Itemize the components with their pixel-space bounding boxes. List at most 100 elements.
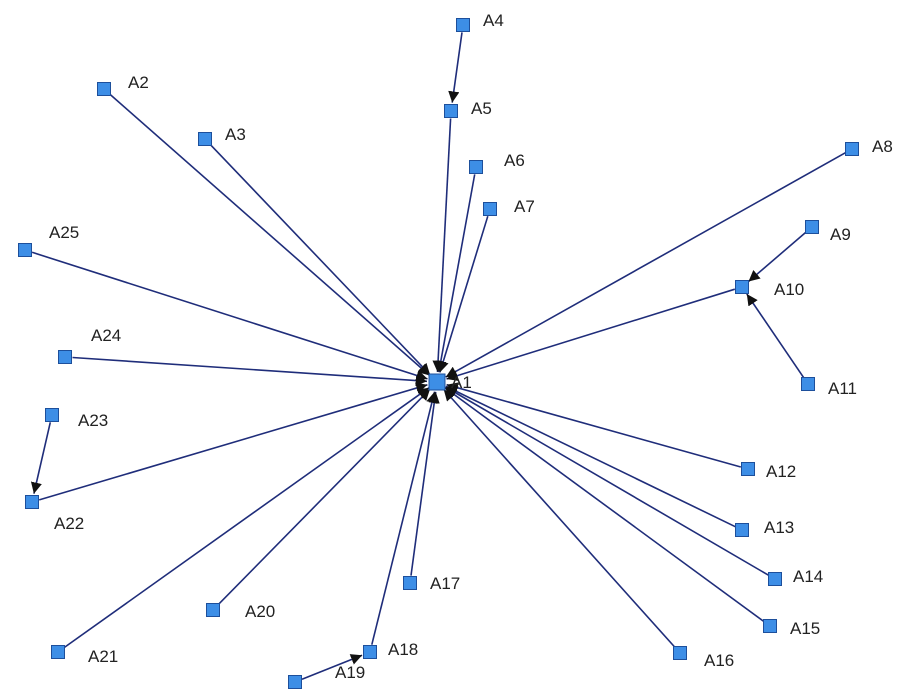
square-node-icon[interactable] [673, 646, 687, 660]
square-node-icon[interactable] [403, 576, 417, 590]
node-a25[interactable]: A25 [18, 223, 80, 257]
node-label-a13: A13 [764, 518, 794, 537]
square-node-icon[interactable] [801, 377, 815, 391]
node-a15[interactable]: A15 [763, 619, 821, 638]
edge-a16-to-a1 [443, 388, 676, 648]
node-a9[interactable]: A9 [805, 220, 851, 245]
edge-a4-to-a5 [448, 32, 463, 103]
node-a12[interactable]: A12 [741, 462, 797, 481]
node-a18[interactable]: A18 [363, 640, 419, 659]
square-node-icon[interactable] [58, 350, 72, 364]
node-label-a5: A5 [471, 99, 492, 118]
edge-a10-to-a1 [446, 288, 736, 382]
node-a6[interactable]: A6 [469, 151, 525, 174]
edge-a24-to-a1 [72, 356, 428, 387]
node-a20[interactable]: A20 [206, 602, 276, 621]
node-a11[interactable]: A11 [801, 377, 858, 399]
edge-a14-to-a1 [445, 386, 769, 576]
node-a22[interactable]: A22 [25, 495, 85, 534]
edge-a19-to-a18 [301, 654, 363, 680]
node-a4[interactable]: A4 [456, 11, 504, 32]
edge-a3-to-a1 [209, 143, 431, 376]
square-node-icon[interactable] [18, 243, 32, 257]
square-node-icon[interactable] [735, 523, 749, 537]
node-label-a6: A6 [504, 151, 525, 170]
edge-a7-to-a1 [437, 215, 489, 373]
edge-a25-to-a1 [31, 251, 428, 381]
square-node-icon[interactable] [198, 132, 212, 146]
edge-a13-to-a1 [445, 385, 736, 528]
node-label-a1: A1 [451, 373, 472, 392]
node-label-a4: A4 [483, 11, 504, 30]
node-label-a19: A19 [335, 663, 365, 682]
node-a7[interactable]: A7 [483, 197, 535, 216]
edge-a5-to-a1 [432, 118, 452, 373]
edge-a2-to-a1 [109, 93, 431, 377]
square-node-icon[interactable] [428, 373, 446, 391]
node-label-a25: A25 [49, 223, 79, 242]
node-a13[interactable]: A13 [735, 518, 795, 537]
edge-a18-to-a1 [371, 391, 438, 645]
node-label-a3: A3 [225, 125, 246, 144]
node-label-a14: A14 [793, 567, 823, 586]
edge-a21-to-a1 [63, 387, 430, 649]
square-node-icon[interactable] [51, 645, 65, 659]
node-label-a9: A9 [830, 225, 851, 244]
node-label-a17: A17 [430, 574, 460, 593]
edge-a23-to-a22 [30, 422, 52, 494]
node-a17[interactable]: A17 [403, 574, 461, 593]
square-node-icon[interactable] [469, 160, 483, 174]
node-label-a21: A21 [88, 647, 118, 666]
node-label-a10: A10 [774, 280, 804, 299]
edge-a8-to-a1 [445, 152, 846, 378]
edge-a6-to-a1 [435, 174, 476, 373]
edge-a15-to-a1 [444, 387, 765, 623]
node-a19[interactable]: A19 [288, 663, 366, 689]
node-label-a23: A23 [78, 411, 108, 430]
node-label-a18: A18 [388, 640, 418, 659]
square-node-icon[interactable] [768, 572, 782, 586]
node-a8[interactable]: A8 [845, 137, 893, 156]
node-label-a7: A7 [514, 197, 535, 216]
square-node-icon[interactable] [845, 142, 859, 156]
square-node-icon[interactable] [805, 220, 819, 234]
edge-a9-to-a10 [747, 231, 807, 283]
square-node-icon[interactable] [288, 675, 302, 689]
node-a1[interactable]: A1 [428, 373, 472, 392]
node-label-a24: A24 [91, 326, 121, 345]
node-label-a20: A20 [245, 602, 275, 621]
node-a16[interactable]: A16 [673, 646, 735, 671]
node-a2[interactable]: A2 [97, 73, 149, 96]
node-a14[interactable]: A14 [768, 567, 824, 586]
node-label-a22: A22 [54, 514, 84, 533]
node-a24[interactable]: A24 [58, 326, 122, 364]
node-label-a8: A8 [872, 137, 893, 156]
node-a3[interactable]: A3 [198, 125, 246, 146]
node-label-a2: A2 [128, 73, 149, 92]
square-node-icon[interactable] [735, 280, 749, 294]
edge-a12-to-a1 [446, 382, 742, 468]
square-node-icon[interactable] [363, 645, 377, 659]
edge-a17-to-a1 [410, 391, 440, 576]
node-a5[interactable]: A5 [444, 99, 492, 118]
square-node-icon[interactable] [763, 619, 777, 633]
square-node-icon[interactable] [483, 202, 497, 216]
node-a23[interactable]: A23 [45, 408, 109, 431]
node-label-a12: A12 [766, 462, 796, 481]
square-node-icon[interactable] [444, 104, 458, 118]
square-node-icon[interactable] [206, 603, 220, 617]
square-node-icon[interactable] [97, 82, 111, 96]
edges-layer [30, 32, 846, 680]
nodes-layer: A1 A2 A3 A4 A5 A6 A7 A8 A9 A10 A11 A12 A13 A14 A15 A16 A… [18, 11, 893, 689]
edge-a20-to-a1 [217, 388, 431, 606]
node-a10[interactable]: A10 [735, 280, 805, 299]
square-node-icon[interactable] [741, 462, 755, 476]
node-a21[interactable]: A21 [51, 645, 119, 667]
square-node-icon[interactable] [456, 18, 470, 32]
square-node-icon[interactable] [25, 495, 39, 509]
node-label-a11: A11 [828, 379, 857, 398]
edge-a11-to-a10 [746, 293, 805, 379]
square-node-icon[interactable] [45, 408, 59, 422]
node-label-a16: A16 [704, 651, 734, 670]
